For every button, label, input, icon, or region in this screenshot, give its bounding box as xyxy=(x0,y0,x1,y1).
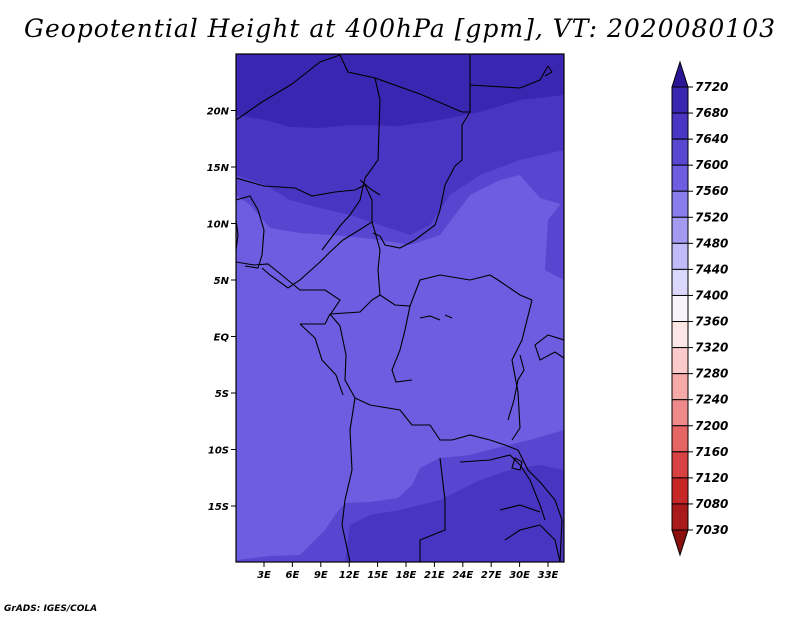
colorbar-label: 7240 xyxy=(695,393,728,407)
lon-tick-label: 18E xyxy=(396,570,417,581)
height-band-7560-east xyxy=(545,200,564,280)
colorbar-label: 7680 xyxy=(695,106,728,120)
lat-tick-label: 5N xyxy=(214,276,230,287)
colorbar-label: 7600 xyxy=(695,158,728,172)
chart-title: Geopotential Height at 400hPa [gpm], VT:… xyxy=(23,14,777,43)
colorbar-label: 7480 xyxy=(695,236,728,250)
lon-tick-label: 24E xyxy=(452,570,473,581)
colorbar-label: 7560 xyxy=(695,184,728,198)
colorbar-label: 7120 xyxy=(695,471,728,485)
colorbar-label: 7280 xyxy=(695,367,728,381)
colorbar-label: 7080 xyxy=(695,497,728,511)
colorbar-segment xyxy=(671,321,689,349)
colorbar-segment xyxy=(671,190,689,218)
lon-tick-label: 3E xyxy=(257,570,271,581)
colorbar-label: 7640 xyxy=(695,132,728,146)
height-band-7640 xyxy=(236,54,564,128)
credit-label: GrADS: IGES/COLA xyxy=(4,604,98,614)
colorbar-label: 7360 xyxy=(695,315,728,329)
lon-tick-label: 21E xyxy=(424,570,445,581)
lat-tick-label: EQ xyxy=(214,333,230,344)
lon-tick-label: 27E xyxy=(481,570,502,581)
colorbar-bottom-arrow xyxy=(671,529,689,557)
colorbar-segment xyxy=(671,164,689,192)
colorbar-segment xyxy=(671,294,689,323)
colorbar-segment xyxy=(671,477,689,505)
colorbar-label: 7160 xyxy=(695,445,728,459)
lon-tick-label: 30E xyxy=(509,570,530,581)
colorbar-segment xyxy=(671,138,689,166)
lon-tick-label: 6E xyxy=(286,570,300,581)
lat-tick-label: 10S xyxy=(208,446,229,457)
colorbar-segment xyxy=(671,86,689,114)
map-frame xyxy=(235,53,565,563)
lat-tick-label: 15S xyxy=(208,502,229,513)
colorbar-segment xyxy=(671,451,689,479)
lon-tick-label: 15E xyxy=(367,570,388,581)
map-axes: 20N 15N 10N 5N EQ 5S 10S 15S 3E 6E 9E 12E 15E 18E 21E 2… xyxy=(207,107,559,582)
colorbar-label: 7520 xyxy=(695,210,728,224)
colorbar-segment xyxy=(671,373,689,401)
colorbar-segment xyxy=(671,399,689,427)
colorbar-segment xyxy=(671,268,689,296)
colorbar-segment xyxy=(671,216,689,244)
lat-tick-label: 20N xyxy=(207,107,230,118)
country-borders xyxy=(236,54,564,562)
colorbar-top-arrow xyxy=(671,60,689,88)
lon-tick-label: 33E xyxy=(538,570,559,581)
colorbar-segment xyxy=(671,425,689,453)
colorbar-segment xyxy=(671,503,689,531)
colorbar-label: 7400 xyxy=(695,288,728,302)
colorbar-segment xyxy=(671,347,689,375)
colorbar: 7720 7680 7640 7600 7560 7520 7480 7440 7400 7360… xyxy=(671,60,728,557)
lat-tick-label: 15N xyxy=(207,163,230,174)
colorbar-label: 7320 xyxy=(695,341,728,355)
lat-tick-label: 10N xyxy=(207,220,230,231)
colorbar-label: 7030 xyxy=(695,523,728,537)
lat-tick-label: 5S xyxy=(215,389,229,400)
colorbar-label: 7200 xyxy=(695,419,728,433)
colorbar-label: 7440 xyxy=(695,262,728,276)
colorbar-segment xyxy=(671,242,689,270)
lon-tick-label: 12E xyxy=(339,570,360,581)
colorbar-label: 7720 xyxy=(695,80,728,94)
lon-tick-label: 9E xyxy=(314,570,328,581)
colorbar-segment xyxy=(671,112,689,140)
